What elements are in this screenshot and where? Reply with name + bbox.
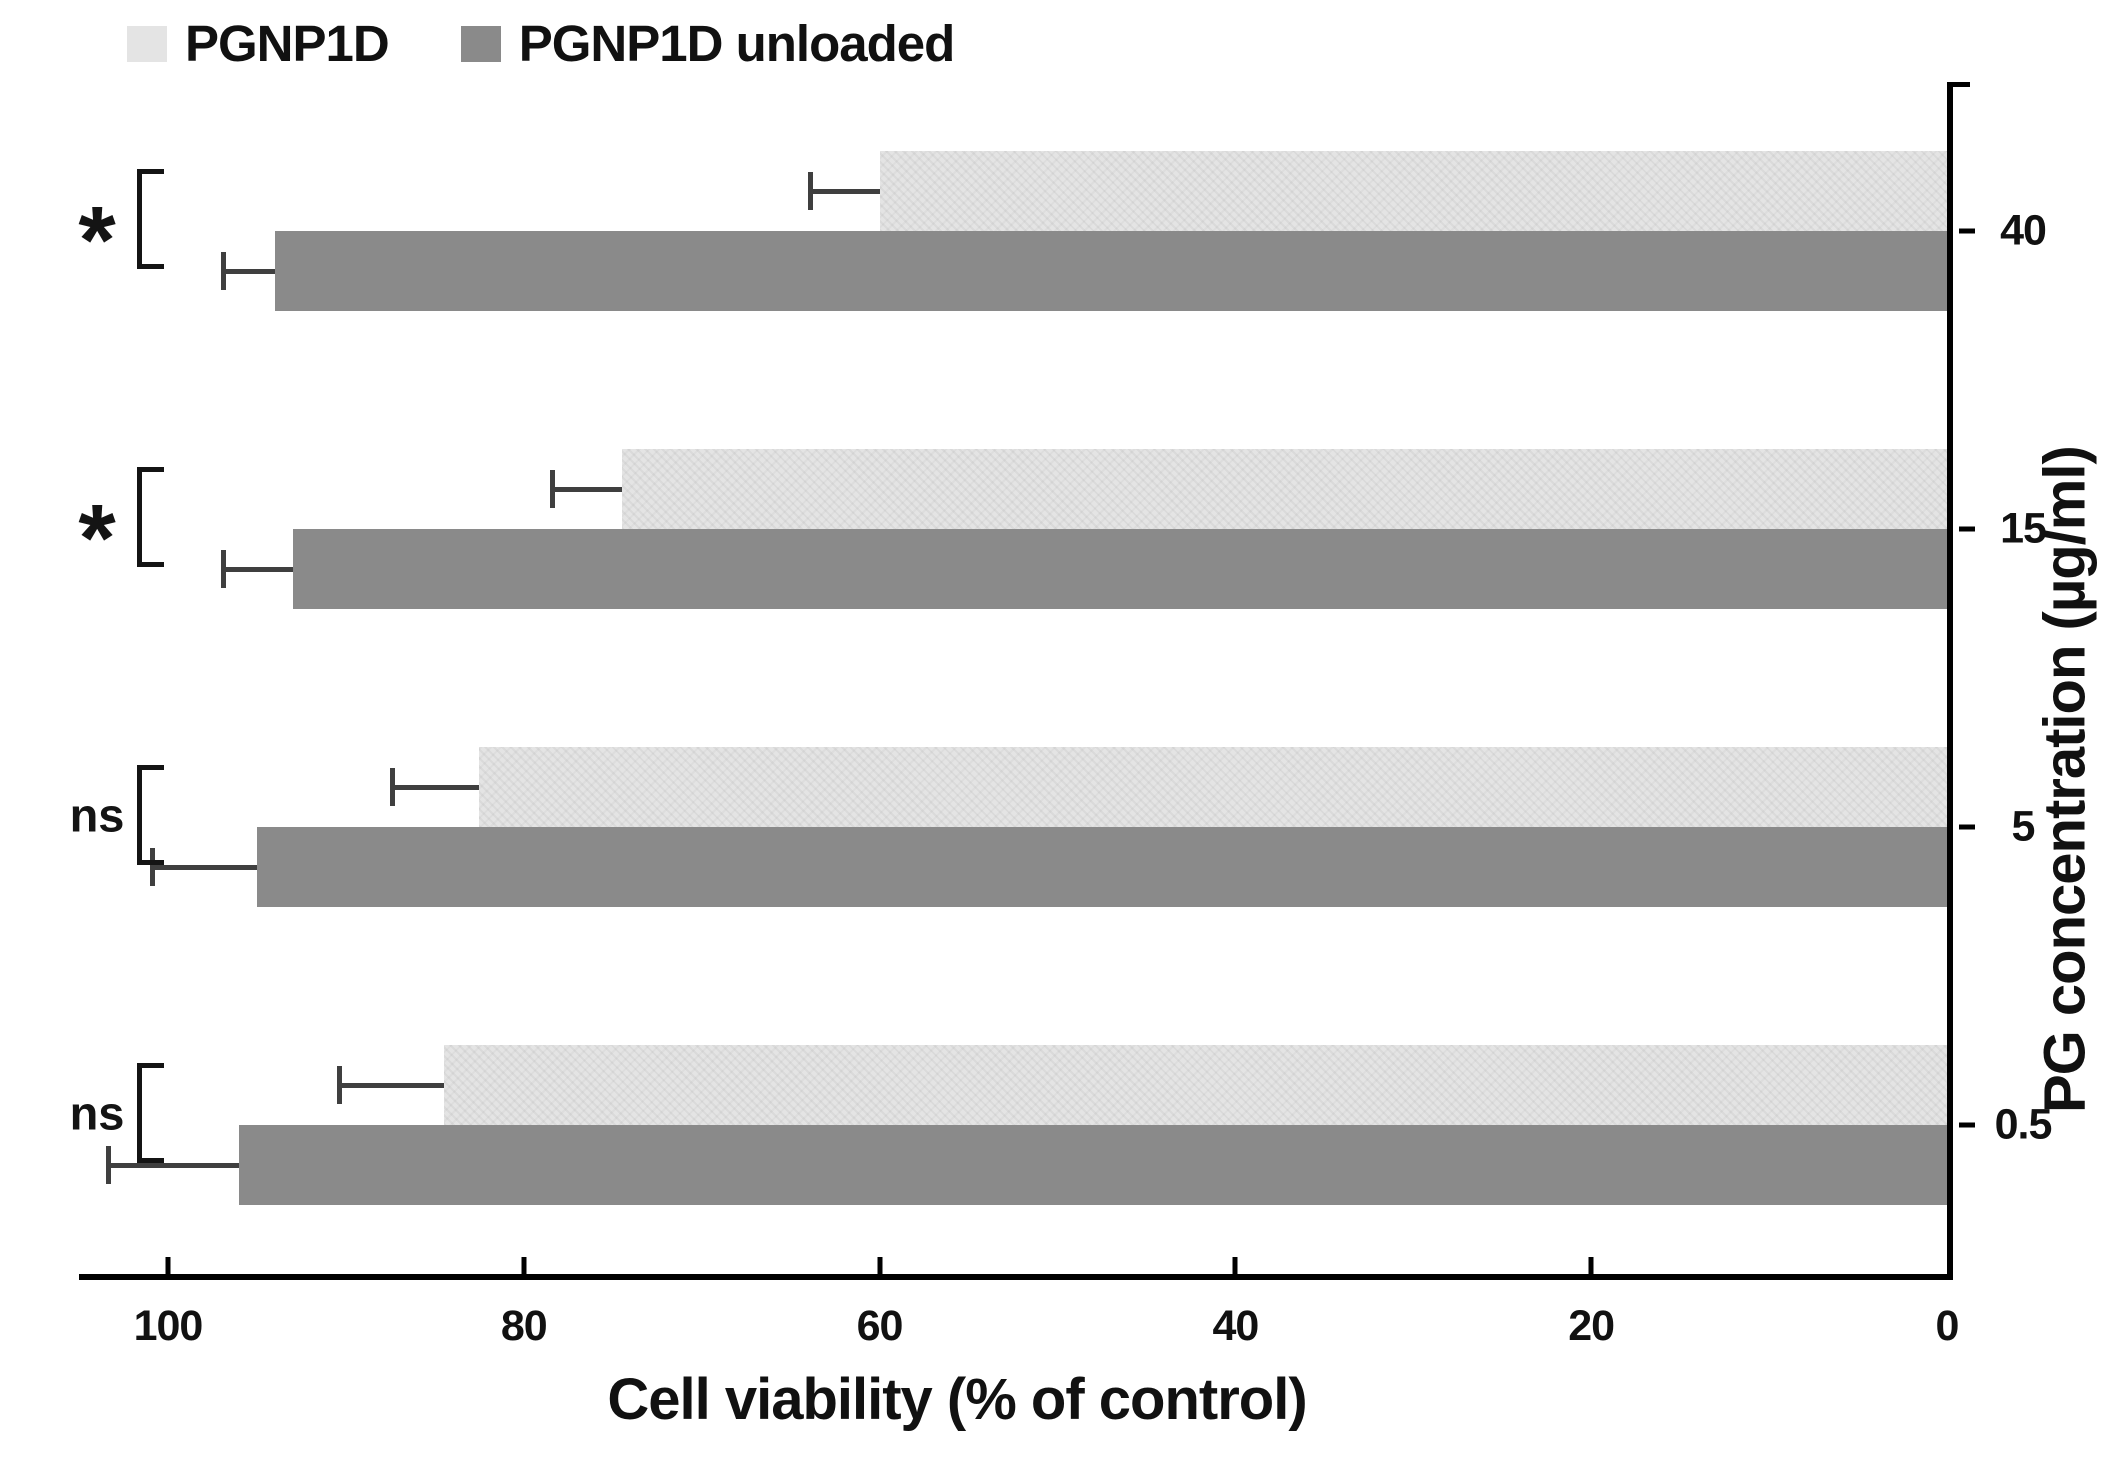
error-bar-line — [221, 566, 293, 572]
bracket-arm-top — [137, 765, 164, 770]
bracket-arm-bottom — [137, 562, 164, 567]
bracket-line — [137, 765, 142, 865]
bracket-arm-top — [137, 467, 164, 472]
error-bar-cap — [808, 172, 814, 210]
plot-area: * 40 * 15 ns 5 ns 0.5 100 80 60 40 20 0 — [70, 82, 2052, 1350]
significance-marker-40: * — [78, 187, 116, 294]
bar-pgnp1d-unloaded-0.5 — [239, 1125, 1947, 1205]
significance-bracket-0.5 — [137, 1063, 164, 1163]
legend-label-pgnp1d-unloaded: PGNP1D unloaded — [518, 15, 956, 72]
error-bar-line — [808, 188, 880, 194]
error-bar-cap — [221, 550, 227, 588]
error-bar-line — [336, 1082, 444, 1088]
significance-bracket-15 — [137, 467, 164, 567]
bar-pgnp1d-unloaded-5 — [256, 827, 1947, 907]
bracket-line — [137, 1063, 142, 1163]
category-label-40: 40 — [2000, 206, 2047, 255]
category-label-5: 5 — [2011, 802, 2036, 851]
category-tick-5 — [1959, 824, 1975, 830]
legend-label-pgnp1d: PGNP1D — [185, 15, 390, 72]
y-axis-title: PG concentration (µg/ml) — [2032, 446, 2098, 1114]
category-tick-15 — [1959, 526, 1975, 532]
x-tick-label-80: 80 — [500, 1302, 548, 1350]
x-tick-40 — [1232, 1257, 1238, 1274]
error-bar-cap — [221, 252, 227, 290]
x-tick-label-0: 0 — [1935, 1302, 1960, 1350]
x-tick-label-100: 100 — [133, 1302, 204, 1350]
bracket-arm-top — [137, 169, 164, 174]
x-tick-label-40: 40 — [1212, 1302, 1259, 1350]
x-tick-80 — [521, 1257, 527, 1274]
significance-bracket-5 — [137, 765, 164, 865]
error-bar-line — [105, 1162, 240, 1168]
category-label-15: 15 — [2000, 504, 2047, 553]
legend-item-pgnp1d: PGNP1D — [127, 14, 390, 73]
bracket-arm-top — [137, 1063, 164, 1068]
legend-swatch-pgnp1d — [127, 25, 167, 62]
x-tick-60 — [877, 1257, 883, 1274]
bracket-line — [137, 169, 142, 269]
category-tick-40 — [1959, 228, 1975, 234]
legend-item-pgnp1d-unloaded: PGNP1D unloaded — [460, 14, 956, 73]
error-bar-cap — [336, 1066, 342, 1104]
bracket-arm-bottom — [137, 1158, 164, 1163]
bar-pgnp1d-15 — [621, 449, 1947, 529]
bar-pgnp1d-unloaded-15 — [292, 529, 1947, 609]
significance-marker-0.5: ns — [69, 1086, 125, 1140]
bar-pgnp1d-5 — [479, 747, 1947, 827]
x-tick-label-60: 60 — [856, 1302, 904, 1350]
error-bar-cap — [390, 768, 396, 806]
category-label-0.5: 0.5 — [1994, 1100, 2053, 1149]
error-bar-line — [390, 784, 480, 790]
legend-swatch-pgnp1d-unloaded — [460, 25, 501, 62]
x-axis-title: Cell viability (% of control) — [607, 1367, 1307, 1432]
legend: PGNP1D PGNP1D unloaded — [127, 14, 956, 73]
error-bar-cap — [105, 1146, 111, 1184]
error-bar-line — [550, 486, 622, 492]
bar-pgnp1d-40 — [879, 151, 1947, 231]
bar-pgnp1d-0.5 — [443, 1045, 1947, 1125]
x-tick-100 — [165, 1257, 171, 1274]
category-tick-0.5 — [1959, 1122, 1975, 1128]
significance-bracket-40 — [137, 169, 164, 269]
bracket-arm-bottom — [137, 860, 164, 865]
bar-pgnp1d-unloaded-40 — [274, 231, 1947, 311]
x-tick-20 — [1588, 1257, 1594, 1274]
error-bar-line — [150, 864, 257, 870]
y-axis-top-tick — [1953, 82, 1970, 87]
significance-marker-5: ns — [69, 788, 125, 842]
error-bar-cap — [150, 848, 156, 886]
bracket-line — [137, 467, 142, 567]
x-tick-label-20: 20 — [1568, 1302, 1615, 1350]
error-bar-line — [221, 268, 275, 274]
significance-marker-15: * — [78, 485, 116, 592]
bracket-arm-bottom — [137, 264, 164, 269]
error-bar-cap — [550, 470, 556, 508]
